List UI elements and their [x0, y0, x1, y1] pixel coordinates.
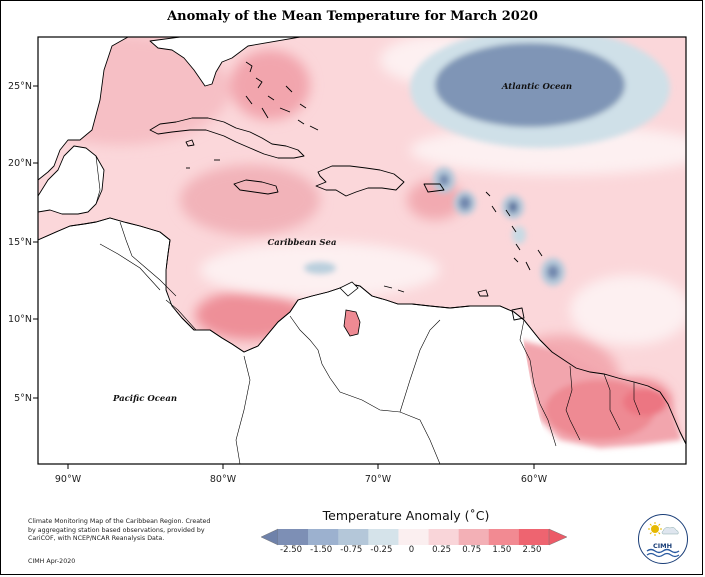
- continent-interior: [38, 226, 560, 464]
- lat-tick-label: 5°N: [14, 393, 32, 404]
- colorbar-tick-label: 0.25: [432, 545, 451, 555]
- cimh-logo: CIMH: [638, 514, 688, 564]
- colorbar-tick-label: -1.50: [310, 545, 332, 555]
- colorbar-tick-label: 1.50: [492, 545, 511, 555]
- colorbar-tick-label: -2.50: [280, 545, 302, 555]
- info-text: Climate Monitoring Map of the Caribbean …: [28, 518, 211, 543]
- lon-tick-label: 60°W: [521, 474, 548, 485]
- colorbar-cell: [278, 529, 309, 545]
- colorbar-tick-label: -0.75: [340, 545, 362, 555]
- colorbar-tick-label: 0: [409, 545, 414, 555]
- axis-ticks: [33, 85, 535, 469]
- isle-of-youth: [185, 139, 195, 147]
- colorbar-cell: [488, 529, 520, 545]
- lake-maracaibo: [343, 309, 361, 337]
- map-border: [37, 36, 687, 465]
- lat-tick-label: 20°N: [8, 158, 32, 169]
- colorbar-cell: [308, 529, 339, 545]
- atlantic-ocean-label: Atlantic Ocean: [501, 82, 572, 92]
- cool-anomaly-areas: [304, 37, 670, 286]
- colorbar-cell: [398, 529, 429, 545]
- guajira-peninsula: [339, 281, 359, 297]
- cimh-logo-icon: [646, 522, 680, 558]
- colorbar-title: Temperature Anomaly (˚C): [322, 508, 490, 523]
- colorbar-cell: [338, 529, 369, 545]
- lat-tick-label: 10°N: [8, 314, 32, 325]
- colorbar-tick-label: -0.25: [370, 545, 392, 555]
- colorbar-cell: [518, 529, 550, 545]
- caribbean-sea-label: Caribbean Sea: [268, 238, 337, 248]
- trinidad-island: [511, 307, 525, 321]
- hispaniola-island: [315, 165, 405, 197]
- country-borders: [95, 155, 641, 464]
- colorbar: -2.50 -1.50 -0.75 -0.25 0 0.25 0.75 1.50 2.50: [260, 528, 568, 555]
- lat-tick-label: 25°N: [8, 81, 32, 92]
- colorbar-cell: [458, 529, 490, 545]
- lon-tick-label: 70°W: [365, 474, 392, 485]
- lat-tick-label: 15°N: [8, 237, 32, 248]
- map-title: Anomaly of the Mean Temperature for Marc…: [167, 9, 538, 24]
- colorbar-cell: [428, 529, 459, 545]
- credit-text: CIMH Apr-2020: [28, 558, 76, 565]
- colorbar-cell: [368, 529, 399, 545]
- colorbar-low-arrow: [260, 528, 279, 546]
- cuba-island: [149, 117, 305, 159]
- south-america-warm: [520, 340, 682, 448]
- colorbar-tick-label: 2.50: [522, 545, 541, 555]
- lon-tick-label: 80°W: [210, 474, 237, 485]
- lon-tick-label: 90°W: [55, 474, 82, 485]
- cimh-logo-text: CIMH: [652, 542, 673, 550]
- anomaly-field: [38, 37, 686, 464]
- colorbar-tick-label: 0.75: [462, 545, 481, 555]
- islands: [149, 61, 543, 321]
- colorbar-high-arrow: [548, 528, 568, 546]
- pacific-ocean-label: Pacific Ocean: [112, 394, 177, 404]
- puerto-rico-island: [423, 183, 445, 193]
- jamaica-island: [233, 179, 279, 195]
